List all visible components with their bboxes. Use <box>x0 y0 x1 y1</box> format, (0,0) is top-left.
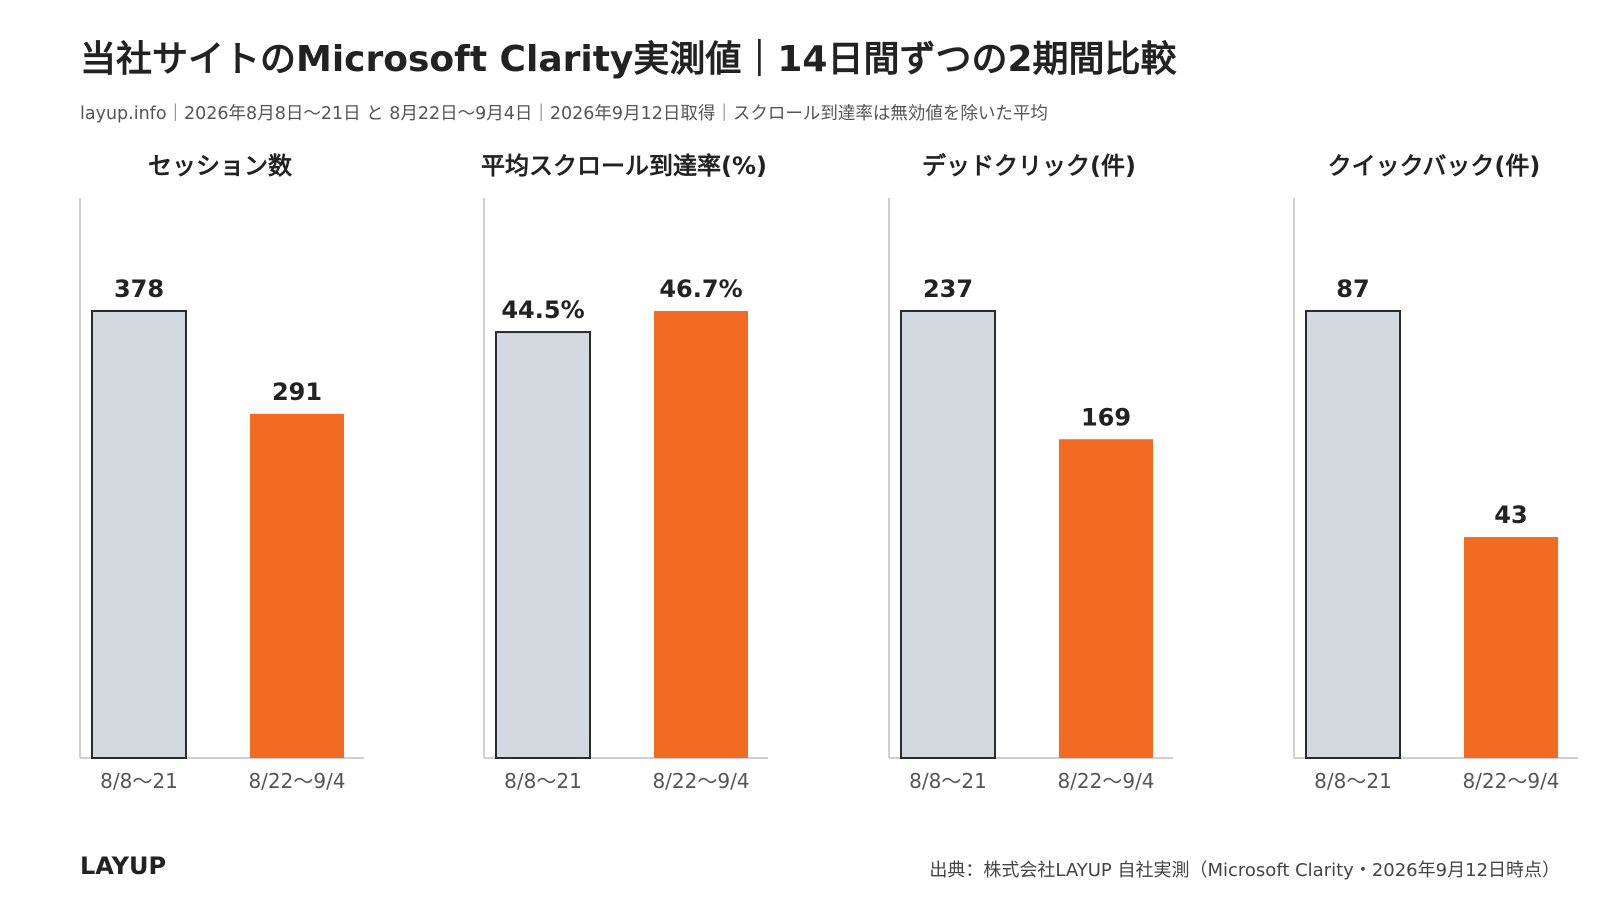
chart-panel-3: デッドクリック(件) 237 8/8〜21 169 8/22〜9/4 <box>888 152 1173 793</box>
x-tick-label: 8/8〜21 <box>100 769 178 793</box>
x-tick-label: 8/8〜21 <box>1314 769 1392 793</box>
x-tick-label: 8/22〜9/4 <box>248 769 345 793</box>
chart-panel-2: 平均スクロール到達率(%) 44.5% 8/8〜21 46.7% 8/22〜9/4 <box>481 152 768 793</box>
bar-value-label: 378 <box>114 275 164 303</box>
brand-logo-text: LAYUP <box>80 852 167 880</box>
bar-1 <box>1305 310 1401 759</box>
bar-2 <box>250 413 344 758</box>
x-tick-label: 8/22〜9/4 <box>652 769 749 793</box>
bar-2 <box>654 311 748 758</box>
panel-title: 平均スクロール到達率(%) <box>481 152 767 180</box>
bar-value-label: 44.5% <box>501 296 584 324</box>
bar-value-label: 87 <box>1336 275 1369 303</box>
x-tick-label: 8/22〜9/4 <box>1462 769 1559 793</box>
x-tick-label: 8/8〜21 <box>504 769 582 793</box>
source-note: 出典：株式会社LAYUP 自社実測（Microsoft Clarity・2026… <box>929 860 1560 881</box>
bar-1 <box>91 310 187 759</box>
chart-panel-1: セッション数 378 8/8〜21 291 8/22〜9/4 <box>79 152 364 793</box>
bar-value-label: 237 <box>923 275 973 303</box>
bar-value-label: 43 <box>1494 501 1527 529</box>
x-tick-label: 8/8〜21 <box>909 769 987 793</box>
x-tick-label: 8/22〜9/4 <box>1057 769 1154 793</box>
chart-subtitle: layup.info｜2026年8月8日〜21日 と 8月22日〜9月4日｜20… <box>80 104 1048 124</box>
bar-2 <box>1464 537 1558 758</box>
bar-value-label: 46.7% <box>659 275 742 303</box>
bar-value-label: 291 <box>272 378 322 406</box>
panel-title: デッドクリック(件) <box>922 152 1136 180</box>
panel-title: クイックバック(件) <box>1328 152 1541 180</box>
chart-panel-4: クイックバック(件) 87 8/8〜21 43 8/22〜9/4 <box>1293 152 1578 793</box>
bar-value-label: 169 <box>1081 403 1131 431</box>
chart-title: 当社サイトのMicrosoft Clarity実測値｜14日間ずつの2期間比較 <box>80 39 1177 80</box>
panel-title: セッション数 <box>148 152 293 180</box>
bar-1 <box>900 310 996 759</box>
bar-2 <box>1059 439 1153 758</box>
bar-1 <box>495 331 591 759</box>
